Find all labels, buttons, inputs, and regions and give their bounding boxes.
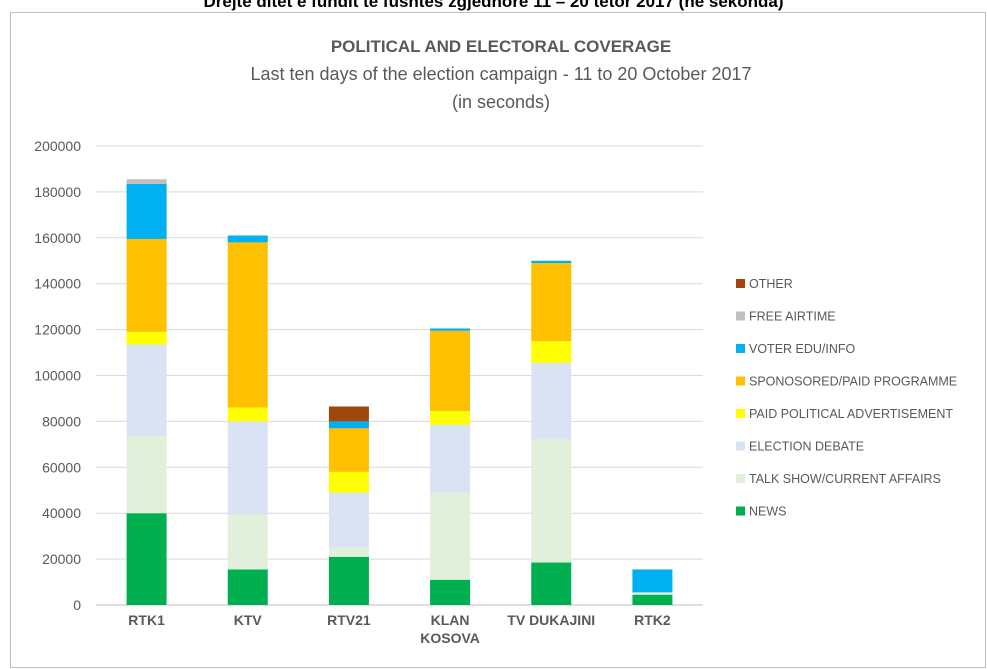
legend-swatch bbox=[736, 441, 745, 451]
bar-segment bbox=[126, 179, 167, 184]
legend-label: FREE AIRTIME bbox=[749, 310, 836, 324]
x-tick-label: TV DUKAJINI bbox=[507, 612, 595, 628]
y-tick-label: 0 bbox=[73, 597, 81, 613]
bar-segment bbox=[531, 263, 572, 342]
y-tick-label: 80000 bbox=[42, 413, 81, 429]
x-tick-label: RTK1 bbox=[128, 612, 165, 628]
bar-segment bbox=[328, 471, 369, 493]
bars bbox=[126, 179, 673, 605]
legend-swatch bbox=[736, 409, 745, 418]
bar-segment bbox=[126, 238, 167, 332]
bar-segment bbox=[430, 424, 471, 493]
legend-swatch bbox=[736, 344, 745, 353]
chart-title: POLITICAL AND ELECTORAL COVERAGE bbox=[331, 37, 671, 56]
legend-label: VOTER EDU/INFO bbox=[749, 342, 856, 356]
legend-label: NEWS bbox=[749, 505, 787, 519]
chart-subtitle-units: (in seconds) bbox=[452, 92, 550, 112]
bar-segment bbox=[430, 579, 471, 605]
y-tick-label: 40000 bbox=[42, 505, 81, 521]
bar-segment bbox=[227, 421, 268, 515]
bar-segment bbox=[227, 407, 268, 422]
legend-label: TALK SHOW/CURRENT AFFAIRS bbox=[749, 472, 941, 486]
bar-segment bbox=[328, 428, 369, 472]
bar-segment bbox=[531, 362, 572, 440]
bar-segment bbox=[328, 406, 369, 422]
bar-segment bbox=[632, 592, 673, 595]
y-tick-label: 140000 bbox=[34, 276, 81, 292]
chart-subtitle: Last ten days of the election campaign -… bbox=[251, 64, 752, 84]
legend-swatch bbox=[736, 376, 745, 386]
legend-swatch bbox=[736, 311, 745, 321]
bar-segment bbox=[227, 514, 268, 570]
bar-segment bbox=[531, 341, 572, 363]
bar-segment bbox=[430, 328, 471, 331]
legend-swatch bbox=[736, 279, 745, 288]
bar-segment bbox=[632, 569, 673, 593]
legend: OTHER FREE AIRTIME VOTER EDU/INFO SPONOSORE… bbox=[736, 277, 957, 519]
y-tick-label: 20000 bbox=[42, 551, 81, 567]
bar-segment bbox=[126, 344, 167, 437]
x-tick-label: KLAN KOSOVA bbox=[420, 612, 480, 646]
x-tick-label: RTV21 bbox=[327, 612, 371, 628]
bar-segment bbox=[126, 436, 167, 514]
bar-segment bbox=[328, 421, 369, 429]
bar-segment bbox=[632, 594, 673, 605]
x-axis: RTK1 KTV RTV21 KLAN KOSOVA TV DUKAJINI RTK2 bbox=[128, 612, 671, 646]
bar-segment bbox=[126, 513, 167, 605]
bar-segment bbox=[328, 492, 369, 548]
legend-label: OTHER bbox=[749, 277, 793, 291]
legend-label: ELECTION DEBATE bbox=[749, 440, 864, 454]
page-caption: Drejtë ditet e fundit të fushtes zgjedho… bbox=[203, 0, 784, 11]
legend-swatch bbox=[736, 474, 745, 483]
bar-segment bbox=[126, 183, 167, 239]
x-tick-label: RTK2 bbox=[634, 612, 671, 628]
legend-swatch bbox=[736, 506, 745, 516]
bar-segment bbox=[227, 235, 268, 243]
gridlines bbox=[96, 145, 703, 606]
bar-segment bbox=[430, 492, 471, 580]
y-tick-label: 60000 bbox=[42, 459, 81, 475]
y-tick-label: 160000 bbox=[34, 230, 81, 246]
bar-segment bbox=[227, 569, 268, 605]
bar-segment bbox=[430, 411, 471, 425]
y-tick-label: 200000 bbox=[34, 138, 81, 154]
bar-segment bbox=[126, 331, 167, 345]
legend-label: PAID POLITICAL ADVERTISEMENT bbox=[749, 407, 953, 421]
bar-segment bbox=[430, 330, 471, 412]
stacked-bar-chart: POLITICAL AND ELECTORAL COVERAGE Last te… bbox=[34, 37, 957, 646]
bar-segment bbox=[328, 547, 369, 557]
y-tick-label: 100000 bbox=[34, 368, 81, 384]
bar-segment bbox=[531, 439, 572, 563]
y-axis: 0 20000 40000 60000 80000 100000 120000 140000 1… bbox=[34, 138, 81, 613]
legend-label: SPONOSORED/PAID PROGRAMME bbox=[749, 375, 957, 389]
x-tick-label: KTV bbox=[234, 612, 263, 628]
bar-segment bbox=[328, 556, 369, 605]
bar-segment bbox=[227, 242, 268, 408]
chart-frame: POLITICAL AND ELECTORAL COVERAGE Last te… bbox=[10, 12, 986, 668]
bar-segment bbox=[531, 562, 572, 605]
y-tick-label: 120000 bbox=[34, 322, 81, 338]
y-tick-label: 180000 bbox=[34, 184, 81, 200]
bar-segment bbox=[531, 260, 572, 264]
